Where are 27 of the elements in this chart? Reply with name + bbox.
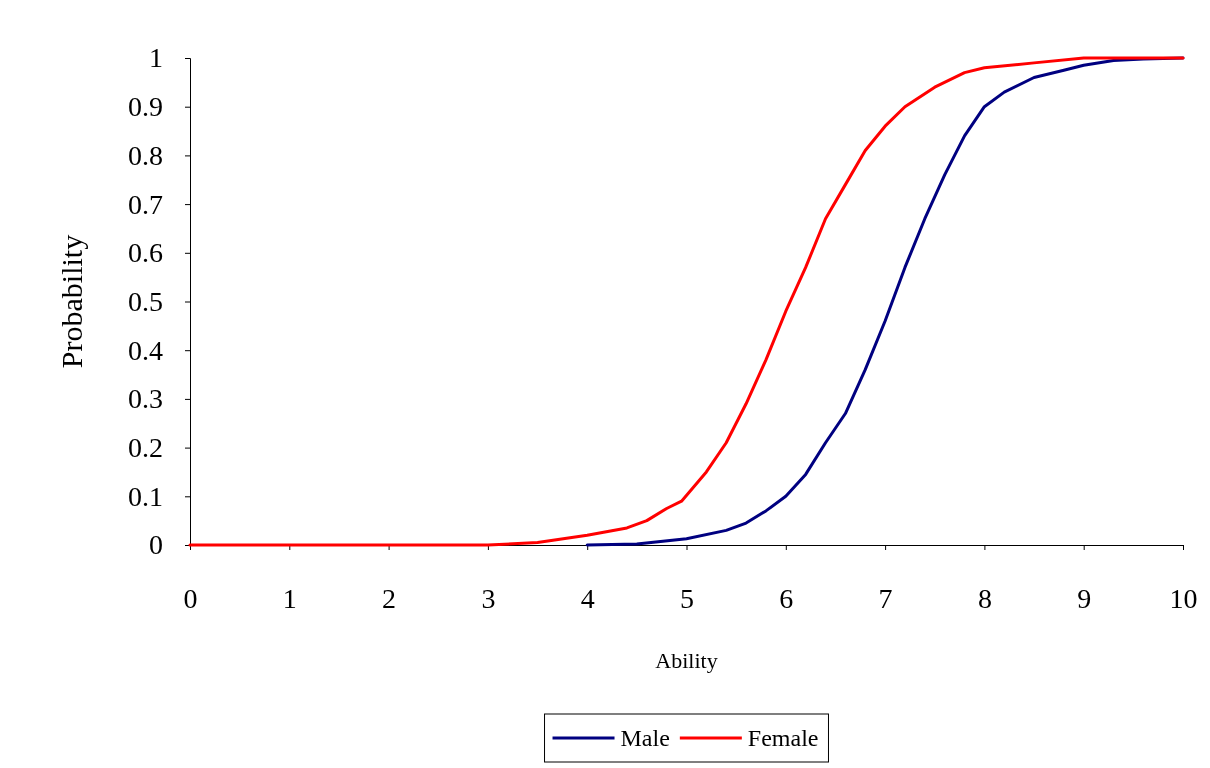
x-tick-label: 5 [680,582,694,614]
x-tick-label: 4 [580,582,595,614]
x-tick-label: 6 [779,582,794,614]
y-tick-label: 0.5 [128,285,163,317]
y-tick-label: 0.4 [128,334,163,366]
x-tick-label: 8 [977,582,992,614]
legend-label: Female [747,725,819,751]
x-tick-label: 10 [1169,582,1198,614]
x-axis-title: Ability [655,648,718,673]
y-tick-label: 0 [149,529,163,561]
y-tick-label: 1 [149,42,163,74]
y-tick-label: 0.7 [128,188,163,220]
x-tick-label: 3 [481,582,496,614]
y-axis-title: Probability [55,234,88,369]
x-tick-label: 0 [183,582,198,614]
y-tick-label: 0.3 [128,383,163,415]
x-tick-label: 9 [1077,582,1092,614]
y-tick-label: 0.9 [128,91,163,123]
y-tick-label: 0.2 [128,432,163,464]
x-tick-label: 1 [282,582,297,614]
y-tick-label: 0.6 [128,237,163,269]
line-series [188,56,1185,547]
x-tick-label: 7 [878,582,893,614]
y-tick-label: 0.1 [128,480,163,512]
y-tick-label: 0.8 [128,139,163,171]
legend-label: Male [620,725,670,751]
x-tick-label: 2 [382,582,397,614]
